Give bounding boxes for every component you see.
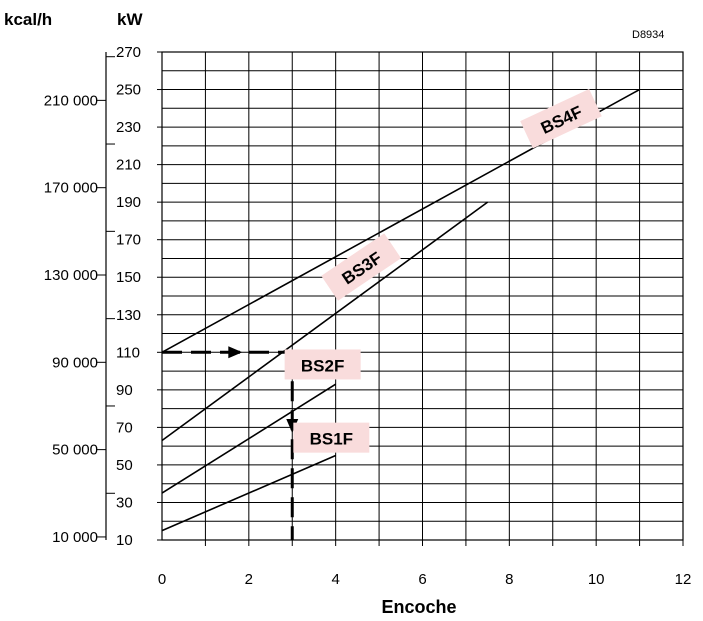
kcal-axis: 10 000 50 000 90 000 130 000 170 000 210 000 [44,52,115,546]
kcal-tick-label: 10 000 [52,529,98,546]
y-tick-label: 230 [116,119,141,136]
y-tick-label: 170 [116,232,141,249]
x-tick-label: 8 [505,571,513,588]
example-reading [162,346,299,540]
y-axis: 10 30 50 70 90 110 130 150 170 190 210 230 250 270 [116,44,162,549]
figure-code: D8934 [632,29,664,41]
x-axis: 0 2 4 6 8 10 12 [158,540,692,588]
x-tick-label: 2 [245,571,253,588]
y-tick-label: 90 [116,382,133,399]
x-tick-label: 12 [675,571,692,588]
series [161,88,640,532]
x-axis-title: Encoche [381,597,456,617]
kcal-tick-label: 90 000 [52,354,98,371]
example-arrow-right [228,346,243,359]
label-background [293,422,370,453]
label-background [520,89,602,149]
series-line-bs1f [161,454,336,532]
kw-unit-label: kW [117,10,143,29]
y-tick-label: 150 [116,269,141,286]
y-tick-label: 210 [116,157,141,174]
y-tick-label: 250 [116,82,141,99]
example-arrow-down [286,419,299,434]
kcal-tick-label: 50 000 [52,442,98,459]
y-tick-label: 10 [116,532,133,549]
y-tick-label: 30 [116,494,133,511]
y-tick-label: 270 [116,44,141,61]
y-tick-label: 50 [116,457,133,474]
y-tick-label: 110 [116,344,140,361]
kcal-tick-label: 210 000 [44,92,98,109]
kcal-tick-label: 130 000 [44,267,98,284]
x-tick-label: 4 [331,571,339,588]
series-line-bs2f [161,383,337,494]
grid [161,51,684,541]
y-tick-label: 190 [116,194,141,211]
series-label-bs2f: BS2F [284,349,361,380]
x-tick-label: 0 [158,571,166,588]
series-label-bs4f: BS4F [520,89,602,149]
series-label-bs1f: BS1F [293,422,370,453]
series-label-text: BS2F [301,356,344,375]
label-background [284,349,361,380]
y-tick-label: 70 [116,419,133,436]
kcal-unit-label: kcal/h [4,10,52,29]
kcal-tick-label: 170 000 [44,180,98,197]
series-line-bs3f [161,201,489,442]
x-tick-label: 10 [588,571,605,588]
y-tick-label: 130 [116,307,141,324]
series-label-text: BS1F [310,430,353,449]
x-tick-label: 6 [418,571,426,588]
label-background [321,233,402,301]
